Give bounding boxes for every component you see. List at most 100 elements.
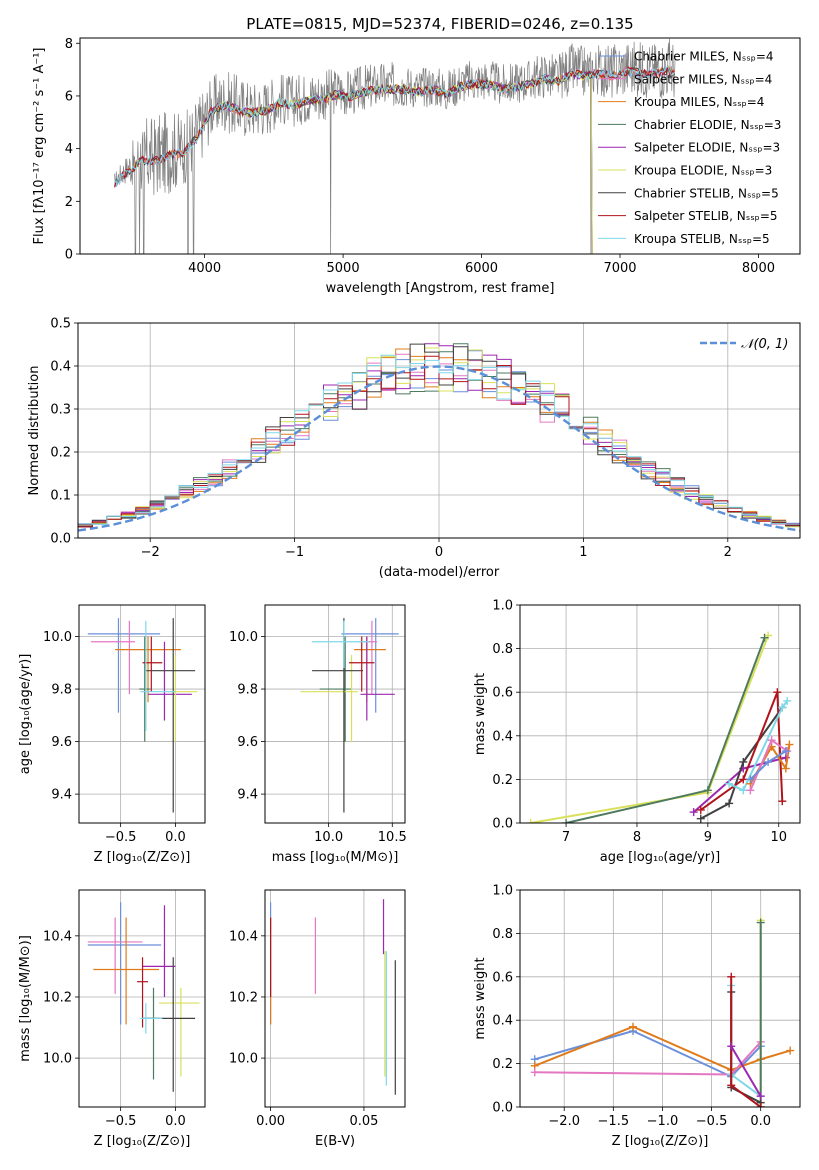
weight-vs-z-series-7-marker-1 bbox=[727, 1081, 736, 1090]
mass-vs-z-ytick-label-1: 10.2 bbox=[43, 990, 72, 1005]
mass-vs-z-point-3 bbox=[142, 987, 159, 1080]
weight-vs-z-series-1-marker-1 bbox=[628, 1022, 637, 1031]
weight-vs-age-series-0-marker-0 bbox=[526, 819, 535, 823]
weight-vs-age-series-5-marker-1 bbox=[739, 786, 748, 795]
spectrum-xtick-label-0: 4000 bbox=[188, 261, 221, 276]
weight-vs-age-series-2-marker-0 bbox=[689, 808, 698, 817]
weight-vs-z-series-0 bbox=[534, 1029, 762, 1078]
residuals-xtick-label-3: 1 bbox=[579, 545, 587, 560]
mass-vs-z-point-5 bbox=[158, 987, 200, 1077]
spectrum-xtick-label-2: 6000 bbox=[465, 261, 498, 276]
weight-vs-z-xtick-label-4: 0.0 bbox=[750, 1114, 771, 1129]
weight-vs-z-ytick-label-0: 0.0 bbox=[492, 1101, 513, 1116]
weight-vs-z-series-1-marker-4 bbox=[786, 1046, 795, 1055]
mass-vs-z-point-6 bbox=[143, 957, 196, 1092]
weight-vs-age-ytick-label-0: 0.0 bbox=[492, 817, 513, 832]
age-vs-mass-point-5 bbox=[300, 654, 358, 742]
spectrum-xlabel: wavelength [Angstrom, rest frame] bbox=[326, 281, 555, 296]
weight-vs-z-ylabel: mass weight bbox=[473, 957, 488, 1039]
weight-vs-age-series-5-marker-3 bbox=[783, 696, 792, 705]
residuals-plot-area bbox=[78, 323, 800, 538]
residuals-ytick-label-2: 0.2 bbox=[50, 446, 71, 461]
weight-vs-z-xtick-label-3: −0.5 bbox=[696, 1114, 728, 1129]
weight-vs-age-series-5-marker-2 bbox=[778, 703, 787, 712]
spectrum-legend-label-6: Chabrier STELIB, Nₛₛₚ=5 bbox=[634, 186, 779, 200]
weight-vs-age-series-8-marker-0 bbox=[746, 775, 755, 784]
spectrum-legend-label-2: Kroupa MILES, Nₛₛₚ=4 bbox=[634, 95, 764, 109]
weight-vs-age-ytick-label-3: 0.6 bbox=[492, 686, 513, 701]
weight-vs-age-series-4-marker-3 bbox=[778, 797, 787, 806]
weight-vs-age-series-6-marker-3 bbox=[785, 740, 794, 749]
residuals-legend-label: 𝒩(0, 1) bbox=[741, 337, 788, 352]
age-vs-z-point-8 bbox=[140, 620, 176, 732]
age-vs-z-ylabel: age [log₁₀(age/yr)] bbox=[18, 654, 33, 775]
weight-vs-z-ytick-label-5: 1.0 bbox=[492, 884, 513, 899]
weight-vs-z-series-8-marker-0 bbox=[727, 1042, 736, 1051]
weight-vs-age-series-3 bbox=[700, 706, 784, 820]
mass-vs-ebv-ytick-label-0: 10.0 bbox=[229, 1052, 258, 1067]
mass-vs-z-ytick-label-2: 10.4 bbox=[43, 929, 72, 944]
age-vs-z-xlabel: Z [log₁₀(Z/Z⊙)] bbox=[94, 850, 191, 865]
weight-vs-age-ytick-label-1: 0.2 bbox=[492, 773, 513, 788]
weight-vs-age-series-6-marker-2 bbox=[781, 764, 790, 773]
weight-vs-z-ytick-label-2: 0.4 bbox=[492, 1014, 513, 1029]
age-vs-mass-xtick-label-1: 10.5 bbox=[378, 830, 407, 845]
weight-vs-age-series-7-marker-0 bbox=[746, 786, 755, 795]
weight-vs-z-ytick-label-4: 0.8 bbox=[492, 927, 513, 942]
residuals-histogram-8 bbox=[78, 354, 800, 538]
residuals-ytick-label-1: 0.1 bbox=[50, 489, 71, 504]
mass-vs-z-xtick-label-1: 0.0 bbox=[165, 1114, 186, 1129]
age-vs-z-axes-frame bbox=[78, 604, 206, 824]
mass-vs-ebv-xlabel: E(B-V) bbox=[315, 1134, 355, 1149]
mass-vs-z-point-1 bbox=[87, 917, 143, 994]
mass-vs-ebv-axes-frame bbox=[264, 889, 406, 1108]
spectrum-ytick-label-3: 6 bbox=[65, 89, 73, 104]
spectrum-plot-area bbox=[114, 38, 676, 254]
residuals-gaussian-curve bbox=[78, 365, 800, 532]
age-vs-mass-axes-frame bbox=[264, 604, 406, 824]
age-vs-z-point-6 bbox=[145, 618, 196, 813]
weight-vs-age-ylabel: mass weight bbox=[473, 673, 488, 755]
residuals-ytick-label-5: 0.5 bbox=[50, 317, 71, 332]
age-vs-mass-ytick-label-3: 10.0 bbox=[229, 630, 258, 645]
weight-vs-age-series-4-marker-2 bbox=[773, 688, 782, 697]
weight-vs-z-panel: −2.0 −1.5 −1.0 −0.5 0.0 0.0 0.2 0.4 0.6 0.8 1.0 Z [… bbox=[473, 884, 801, 1149]
weight-vs-age-series-4-marker-1 bbox=[739, 775, 748, 784]
age-vs-z-point-4 bbox=[148, 641, 192, 721]
age-vs-z-point-5 bbox=[169, 654, 198, 742]
spectrum-data-trace bbox=[114, 38, 676, 254]
weight-vs-z-series-7-marker-2 bbox=[756, 1103, 765, 1107]
mass-vs-ebv-ytick-label-1: 10.2 bbox=[229, 990, 258, 1005]
age-vs-mass-point-4 bbox=[360, 636, 395, 721]
age-vs-z-ytick-label-3: 10.0 bbox=[43, 630, 72, 645]
weight-vs-z-series-8-marker-1 bbox=[756, 1092, 765, 1101]
age-vs-mass-point-7 bbox=[349, 636, 375, 692]
mass-vs-z-point-2 bbox=[93, 917, 159, 1025]
weight-vs-z-series-5 bbox=[730, 985, 762, 1098]
weight-vs-age-panel: 7 8 9 10 0.0 0.2 0.4 0.6 0.8 1.0 age [log₁₀(age/yr… bbox=[473, 599, 801, 865]
age-vs-z-point-3 bbox=[139, 636, 151, 742]
spectrum-legend-label-4: Salpeter ELODIE, Nₛₛₚ=3 bbox=[634, 141, 780, 155]
age-vs-mass-xtick-label-0: 10.0 bbox=[314, 830, 343, 845]
spectrum-panel: 4000 5000 6000 7000 8000 0 2 4 6 8 wavelength [Ang… bbox=[32, 15, 801, 296]
mass-vs-ebv-ytick-label-2: 10.4 bbox=[229, 929, 258, 944]
spectrum-legend-label-3: Chabrier ELODIE, Nₛₛₚ=3 bbox=[634, 118, 781, 132]
mass-vs-z-xlabel: Z [log₁₀(Z/Z⊙)] bbox=[94, 1134, 191, 1149]
age-vs-mass-panel: 10.0 10.5 9.4 9.6 9.8 10.0 mass [log₁₀(M/M⊙)] bbox=[229, 604, 407, 865]
weight-vs-age-series-5-marker-0 bbox=[725, 779, 734, 788]
weight-vs-age-xtick-label-3: 10 bbox=[770, 830, 787, 845]
age-vs-mass-point-2 bbox=[354, 636, 386, 703]
age-vs-mass-ytick-label-0: 9.4 bbox=[237, 788, 258, 803]
weight-vs-age-xtick-label-0: 7 bbox=[562, 830, 570, 845]
weight-vs-z-series-8 bbox=[730, 1045, 762, 1097]
weight-vs-age-xtick-label-1: 8 bbox=[633, 830, 641, 845]
weight-vs-age-series-4-marker-0 bbox=[696, 805, 705, 814]
mass-vs-ebv-xtick-label-0: 0.00 bbox=[256, 1114, 285, 1129]
weight-vs-z-series-2 bbox=[534, 1041, 762, 1076]
spectrum-xtick-label-1: 5000 bbox=[327, 261, 360, 276]
weight-vs-age-series-8-marker-2 bbox=[781, 747, 790, 756]
weight-vs-age-series-1-marker-2 bbox=[760, 633, 769, 642]
age-vs-z-plot-area bbox=[79, 605, 205, 823]
age-vs-mass-xlabel: mass [log₁₀(M/M⊙)] bbox=[272, 850, 399, 865]
